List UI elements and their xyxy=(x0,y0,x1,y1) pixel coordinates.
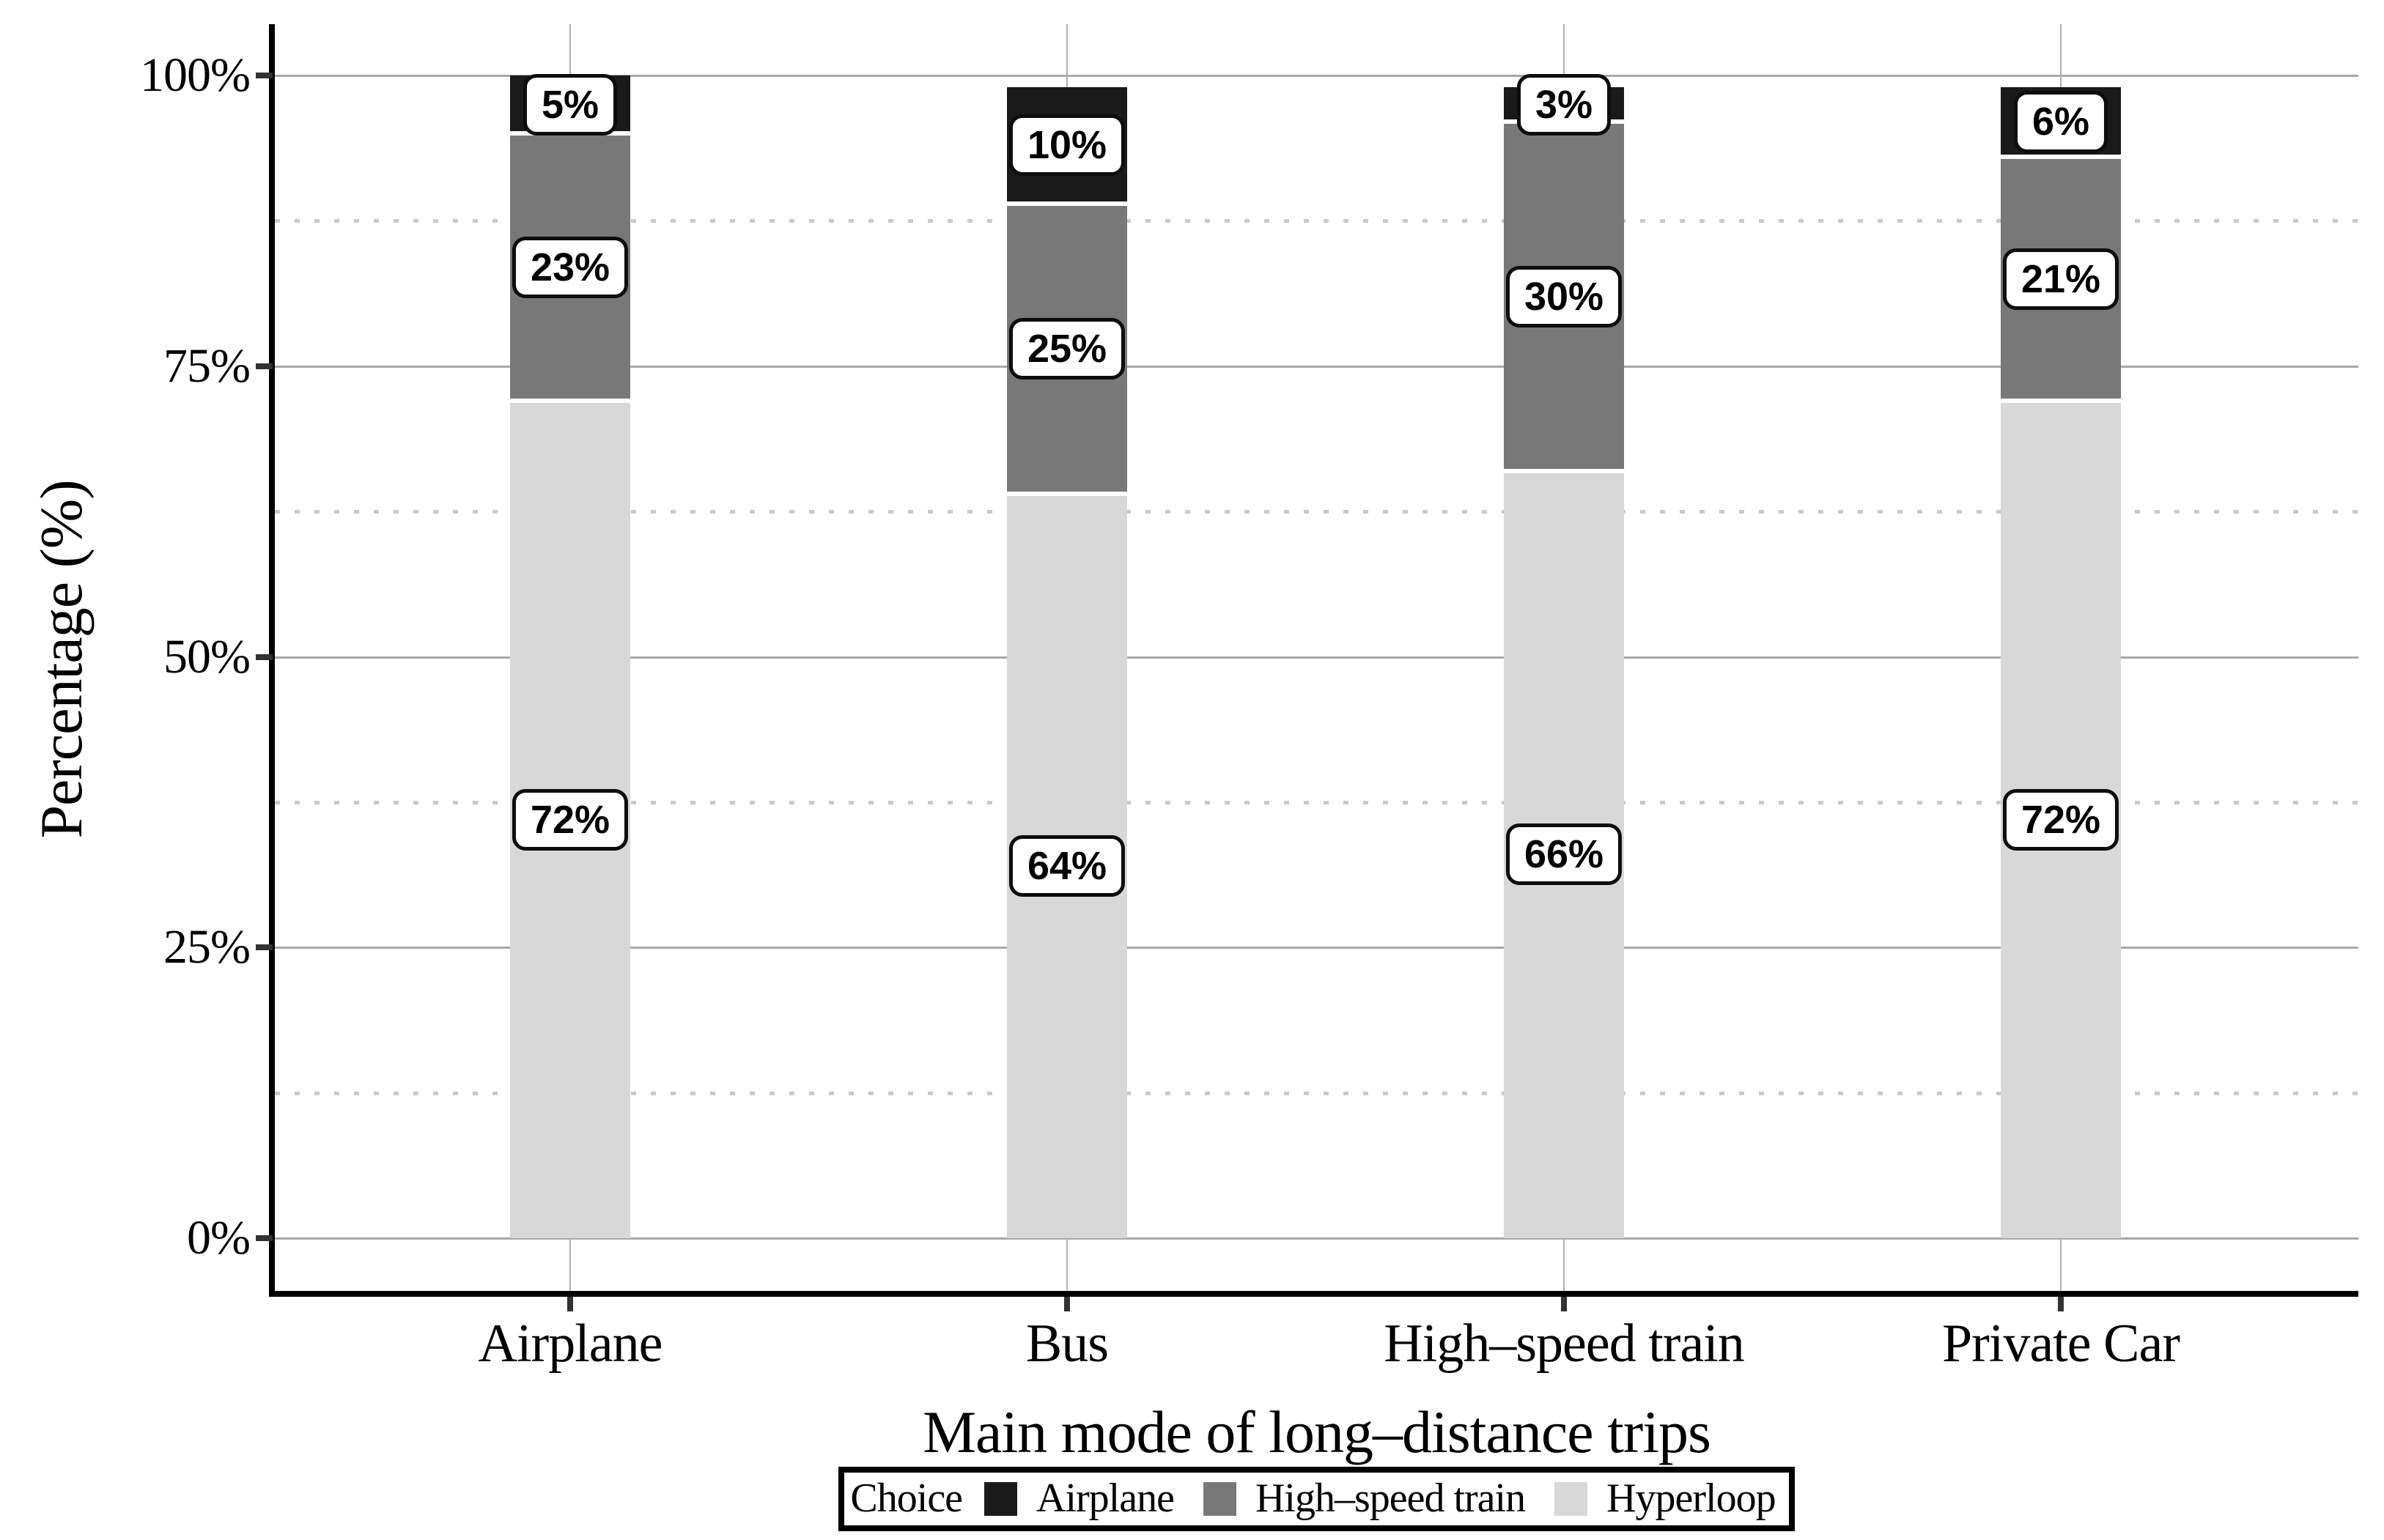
bar-value-label: 3% xyxy=(1516,73,1612,136)
y-gridline-major xyxy=(275,1237,2358,1240)
y-gridline-minor xyxy=(275,219,2358,223)
legend-item-label: Airplane xyxy=(1036,1476,1175,1521)
y-tick xyxy=(256,1235,273,1241)
bar-segment-separator xyxy=(510,399,630,404)
legend-row: Choice Airplane High–speed train Hyperloop xyxy=(275,1467,2358,1531)
bar-value-label: 64% xyxy=(1008,835,1126,897)
legend-item: Airplane xyxy=(984,1476,1175,1522)
bar-value-label: 66% xyxy=(1505,823,1623,886)
x-axis-line xyxy=(269,1291,2358,1297)
bar-value-label: 72% xyxy=(2002,788,2119,851)
x-axis-title: Main mode of long–distance trips xyxy=(923,1399,1711,1465)
legend-item: Hyperloop xyxy=(1554,1476,1776,1522)
legend-title: Choice xyxy=(850,1476,963,1521)
bar-value-label: 5% xyxy=(523,73,618,136)
x-tick xyxy=(2058,1297,2064,1311)
bar-segment-separator xyxy=(2001,155,2121,160)
bar-segment-separator xyxy=(1007,201,1127,206)
y-gridline-minor xyxy=(275,510,2358,514)
y-tick xyxy=(256,944,273,951)
y-gridline-major xyxy=(275,656,2358,659)
legend-entries: Airplane High–speed train Hyperloop xyxy=(984,1476,1776,1522)
bar-segment-separator xyxy=(1504,468,1624,473)
y-tick-label: 100% xyxy=(140,48,251,102)
y-tick xyxy=(256,73,273,78)
y-tick-label: 0% xyxy=(187,1211,251,1265)
x-tick xyxy=(1561,1297,1567,1311)
legend-swatch xyxy=(984,1481,1018,1516)
bar-segment-separator xyxy=(1007,492,1127,497)
legend-swatch xyxy=(1203,1481,1236,1516)
x-tick-label: Private Car xyxy=(1942,1314,2180,1374)
y-gridline-minor xyxy=(275,1091,2358,1095)
x-tick xyxy=(567,1297,573,1311)
x-tick-label: High–speed train xyxy=(1384,1314,1745,1374)
bar-value-label: 30% xyxy=(1505,265,1623,327)
y-tick-label: 75% xyxy=(163,338,251,393)
y-tick xyxy=(256,654,273,660)
y-axis-line xyxy=(269,24,275,1297)
y-gridline-major xyxy=(275,75,2358,77)
legend: Choice Airplane High–speed train Hyperloop xyxy=(838,1467,1795,1531)
x-tick-label: Airplane xyxy=(478,1314,663,1374)
legend-item-label: Hyperloop xyxy=(1606,1476,1776,1521)
bar-value-label: 72% xyxy=(512,788,629,851)
bar-value-label: 6% xyxy=(2013,91,2108,153)
y-tick-label: 25% xyxy=(163,920,251,974)
x-tick-label: Bus xyxy=(1025,1314,1109,1374)
bar-value-label: 25% xyxy=(1008,317,1126,380)
y-tick xyxy=(256,363,273,369)
legend-item: High–speed train xyxy=(1203,1476,1526,1522)
x-tick xyxy=(1064,1297,1070,1311)
y-gridline-major xyxy=(275,365,2358,368)
y-tick-label: 50% xyxy=(163,629,251,684)
bar-segment-separator xyxy=(2001,399,2121,404)
legend-item-label: High–speed train xyxy=(1255,1476,1526,1521)
y-gridline-major xyxy=(275,947,2358,949)
plot-panel: 72% 23% 5% 64% 25% 10% 66% 30% 3% 72% 21% 6% xyxy=(275,24,2358,1291)
legend-swatch xyxy=(1554,1481,1588,1516)
bar-value-label: 10% xyxy=(1008,114,1126,177)
bar-value-label: 21% xyxy=(2002,248,2119,310)
y-gridline-minor xyxy=(275,800,2358,804)
bar-value-label: 23% xyxy=(512,236,629,298)
